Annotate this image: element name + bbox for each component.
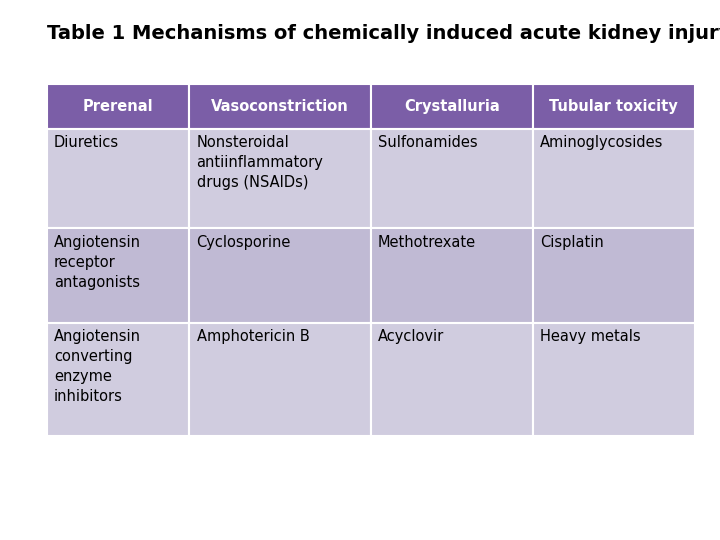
Text: Amphotericin B: Amphotericin B: [197, 329, 310, 345]
Text: Table 1 Mechanisms of chemically induced acute kidney injury: Table 1 Mechanisms of chemically induced…: [47, 24, 720, 43]
Text: Acyclovir: Acyclovir: [378, 329, 444, 345]
Text: Angiotensin
converting
enzyme
inhibitors: Angiotensin converting enzyme inhibitors: [54, 329, 141, 404]
Text: Crystalluria: Crystalluria: [404, 99, 500, 113]
Text: Sulfonamides: Sulfonamides: [378, 135, 477, 150]
Text: Cisplatin: Cisplatin: [540, 235, 604, 250]
Text: Heavy metals: Heavy metals: [540, 329, 641, 345]
Text: Nonsteroidal
antiinflammatory
drugs (NSAIDs): Nonsteroidal antiinflammatory drugs (NSA…: [197, 135, 323, 190]
Text: Cyclosporine: Cyclosporine: [197, 235, 291, 250]
Text: Methotrexate: Methotrexate: [378, 235, 476, 250]
Text: Prerenal: Prerenal: [83, 99, 153, 113]
Text: Diuretics: Diuretics: [54, 135, 119, 150]
Text: Aminoglycosides: Aminoglycosides: [540, 135, 663, 150]
Text: Tubular toxicity: Tubular toxicity: [549, 99, 678, 113]
Text: Vasoconstriction: Vasoconstriction: [211, 99, 349, 113]
Text: Angiotensin
receptor
antagonists: Angiotensin receptor antagonists: [54, 235, 141, 289]
